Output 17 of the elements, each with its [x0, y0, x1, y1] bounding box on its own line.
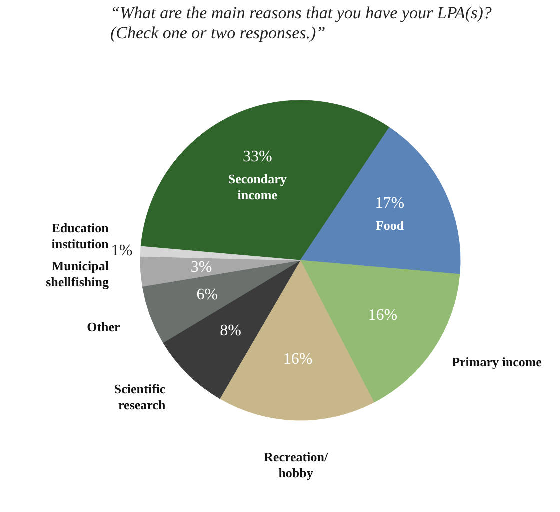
slice-label: Recreation/ hobby [264, 449, 328, 480]
slice-label: Secondary income [228, 172, 288, 203]
data-label: 8% [220, 322, 242, 340]
slice-label: Municipal shellfishing [46, 258, 110, 290]
data-label: 33% [242, 148, 272, 166]
data-label: 1% [111, 242, 133, 260]
slice-label: Primary income [452, 354, 542, 370]
data-label: 16% [283, 351, 313, 368]
data-label: 3% [190, 258, 212, 276]
chart-title: “What are the main reasons that you have your LPA(s)? (Check one or two responses.)” [110, 4, 492, 42]
data-label: 17% [375, 195, 405, 212]
slice-label: Education institution [52, 220, 110, 252]
slice-label: Food [376, 218, 405, 234]
data-label: 6% [196, 286, 218, 304]
data-label: 16% [368, 307, 398, 324]
slice-label: Scientific research [114, 382, 166, 413]
slice-label: Other [87, 319, 121, 334]
